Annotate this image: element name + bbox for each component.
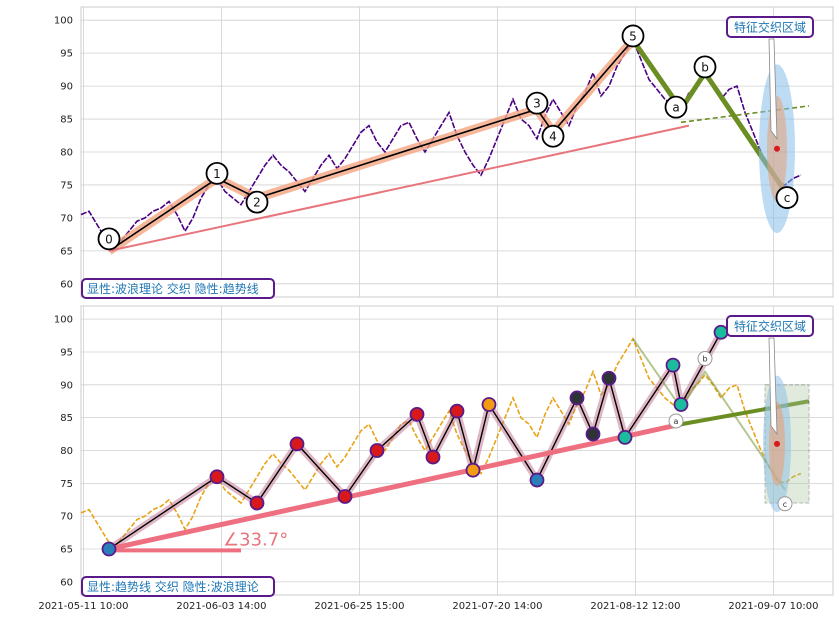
x-tick-label: 2021-05-11 10:00: [38, 601, 128, 612]
price-series-line: [80, 337, 802, 551]
zigzag-marker: [481, 397, 497, 412]
zigzag-marker: [409, 406, 425, 422]
trend-line: [108, 421, 682, 552]
intersection-zone-center: [774, 145, 780, 152]
wave-label-circle: [525, 91, 549, 115]
x-tick-label: 2021-06-03 14:00: [176, 601, 266, 612]
y-tick-label: 80: [60, 446, 73, 457]
wave-label-circle: [97, 227, 121, 251]
wave-label-circle: [205, 161, 229, 185]
ghost-wave-label-circle: [668, 413, 684, 429]
intersection-zone-center: [774, 440, 780, 447]
zigzag-marker: [449, 403, 465, 419]
zone-label-arrow: [768, 38, 778, 140]
wave-label-text: c: [784, 191, 791, 205]
zigzag-marker: [673, 397, 689, 412]
ghost-wave-path: [632, 338, 786, 491]
zigzag-marker: [369, 443, 385, 458]
y-tick-label: 75: [60, 180, 73, 191]
x-tick-label: 2021-09-07 10:00: [728, 601, 818, 612]
zigzag-marker: [569, 390, 585, 406]
zone-label-text: 特征交织区域: [734, 319, 806, 334]
angle-annotation: ∠33.7°: [223, 529, 288, 550]
zigzag-marker: [209, 469, 225, 485]
ghost-wave-label-text: a: [674, 417, 679, 426]
wave-label-text: b: [701, 60, 709, 74]
ghost-wave-label-circle: [697, 351, 713, 367]
x-tick-label: 2021-08-12 12:00: [590, 601, 680, 612]
top-panel: 60 65 70 75 80 85 90 95 100 0 1 2 3 4 5 a b c 特征交织区域显性:波浪理…: [54, 6, 834, 299]
y-tick-label: 100: [54, 315, 73, 326]
zigzag-marker: [249, 495, 265, 511]
y-tick-label: 90: [60, 380, 73, 391]
zigzag-marker: [337, 489, 353, 504]
wave-label-text: 0: [105, 232, 113, 246]
wave-label-circle: [541, 124, 565, 148]
y-tick-label: 95: [60, 347, 73, 358]
zigzag-marker: [665, 357, 681, 373]
wave-label-text: 1: [213, 167, 221, 181]
wave-label-text: 4: [549, 130, 557, 144]
y-tick-label: 80: [60, 148, 73, 159]
zigzag-marker: [289, 436, 305, 452]
zigzag-marker: [601, 370, 617, 386]
zigzag-marker: [425, 449, 441, 465]
y-tick-label: 95: [60, 49, 73, 60]
zigzag-marker: [617, 429, 633, 445]
zone-label-text: 特征交织区域: [734, 20, 806, 35]
wave-label-circle: [664, 95, 688, 119]
corrective-wave-line: [630, 38, 788, 193]
wave-label-text: 3: [533, 97, 541, 111]
zigzag-marker: [529, 472, 545, 488]
y-tick-label: 70: [60, 213, 73, 224]
zone-label-arrow: [768, 337, 778, 436]
y-tick-label: 75: [60, 479, 73, 490]
zone-label-box: [726, 16, 814, 38]
y-tick-label: 60: [60, 577, 73, 588]
ghost-wave-label-text: b: [702, 355, 707, 364]
y-tick-label: 70: [60, 512, 73, 523]
info-box: [81, 278, 275, 299]
info-box-text: 显性:趋势线 交织 隐性:波浪理论: [87, 579, 259, 594]
wave-label-text: a: [672, 101, 679, 115]
info-box: [81, 576, 275, 597]
wave-label-circle: [245, 190, 269, 214]
y-tick-label: 65: [60, 545, 73, 556]
impulse-wave-line: [108, 39, 634, 252]
y-tick-label: 90: [60, 82, 73, 93]
trend-line: [108, 124, 690, 252]
ghost-wave-label-circle: [777, 496, 793, 512]
bottom-panel: 60 65 70 75 80 85 90 95 100 2021-05-11 10:00 2021-…: [38, 305, 834, 612]
y-tick-label: 85: [60, 115, 73, 126]
x-tick-label: 2021-06-25 15:00: [314, 601, 404, 612]
y-tick-label: 65: [60, 246, 73, 257]
zigzag-marker: [465, 462, 481, 478]
y-tick-label: 100: [54, 16, 73, 27]
zone-label-box: [726, 315, 814, 337]
zigzag-marker: [585, 426, 601, 442]
ghost-wave-label-text: c: [783, 500, 787, 509]
y-tick-label: 85: [60, 413, 73, 424]
zigzag-marker: [101, 541, 117, 557]
wave-label-text: 2: [253, 196, 261, 210]
wave-label-circle: [621, 24, 645, 48]
wave-label-text: 5: [629, 29, 637, 43]
x-tick-label: 2021-07-20 14:00: [452, 601, 542, 612]
wave-label-circle: [693, 55, 717, 79]
wave-label-circle: [775, 186, 799, 209]
zigzag-marker: [713, 324, 729, 340]
info-box-text: 显性:波浪理论 交织 隐性:趋势线: [87, 281, 259, 296]
y-tick-label: 60: [60, 279, 73, 290]
